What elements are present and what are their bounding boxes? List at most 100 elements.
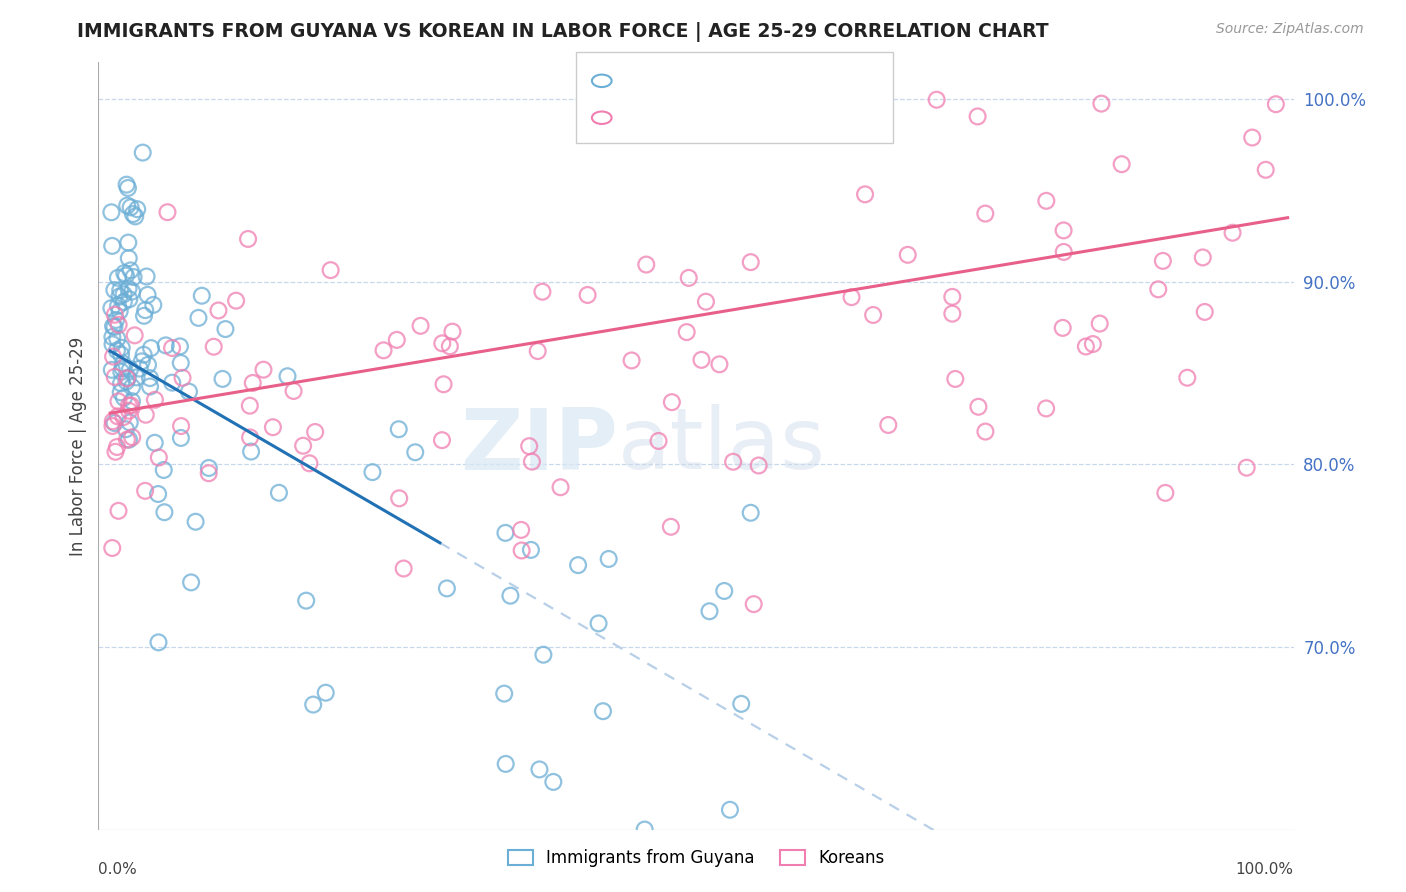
- Point: [634, 822, 657, 837]
- Point: [730, 697, 752, 711]
- Point: [105, 343, 128, 358]
- Point: [101, 350, 124, 364]
- Point: [197, 467, 219, 481]
- Point: [117, 181, 139, 195]
- Point: [740, 255, 762, 269]
- Point: [121, 394, 143, 409]
- Point: [494, 525, 516, 540]
- Point: [695, 294, 717, 309]
- Point: [862, 308, 884, 322]
- Point: [142, 298, 165, 312]
- Point: [432, 336, 454, 351]
- Point: [108, 304, 131, 318]
- Point: [100, 205, 122, 219]
- Point: [103, 320, 125, 334]
- Point: [112, 391, 135, 405]
- Point: [567, 558, 589, 573]
- Point: [108, 283, 131, 297]
- Point: [101, 337, 124, 351]
- Point: [718, 803, 741, 817]
- Point: [146, 487, 169, 501]
- Point: [439, 339, 461, 353]
- Text: 112: 112: [794, 72, 830, 90]
- Point: [315, 686, 337, 700]
- Text: Source: ZipAtlas.com: Source: ZipAtlas.com: [1216, 22, 1364, 37]
- Point: [713, 584, 735, 599]
- Point: [1081, 337, 1104, 351]
- Point: [132, 145, 155, 160]
- Point: [110, 385, 132, 400]
- Point: [588, 616, 610, 631]
- Point: [170, 419, 193, 434]
- Point: [191, 289, 214, 303]
- Point: [267, 485, 290, 500]
- Point: [361, 465, 384, 479]
- Point: [1088, 317, 1111, 331]
- Point: [177, 384, 200, 399]
- Point: [202, 340, 225, 354]
- Point: [100, 301, 122, 315]
- Point: [1241, 130, 1264, 145]
- Point: [775, 80, 797, 95]
- Text: N =: N =: [759, 109, 807, 127]
- Point: [104, 308, 127, 322]
- Point: [107, 504, 129, 518]
- Point: [392, 561, 415, 575]
- Point: [125, 370, 148, 384]
- Text: IMMIGRANTS FROM GUYANA VS KOREAN IN LABOR FORCE | AGE 25-29 CORRELATION CHART: IMMIGRANTS FROM GUYANA VS KOREAN IN LABO…: [77, 22, 1049, 42]
- Point: [1111, 157, 1133, 171]
- Point: [302, 698, 325, 712]
- Point: [148, 450, 170, 465]
- Point: [107, 409, 129, 424]
- Point: [240, 444, 263, 458]
- Point: [155, 338, 177, 352]
- Point: [101, 541, 124, 555]
- Point: [661, 395, 683, 409]
- Point: [111, 341, 134, 355]
- Point: [172, 371, 194, 385]
- Point: [118, 416, 141, 430]
- Point: [127, 202, 149, 217]
- Point: [132, 348, 155, 362]
- Point: [292, 439, 315, 453]
- Point: [1053, 244, 1076, 259]
- Point: [117, 282, 139, 296]
- Point: [1194, 305, 1216, 319]
- Point: [1074, 339, 1097, 353]
- Point: [699, 604, 721, 618]
- Point: [494, 687, 516, 701]
- Point: [647, 434, 669, 448]
- Point: [841, 290, 863, 304]
- Point: [152, 463, 174, 477]
- Point: [107, 270, 129, 285]
- Point: [510, 543, 533, 558]
- Point: [101, 414, 124, 428]
- Point: [103, 416, 125, 430]
- Point: [117, 235, 139, 250]
- Point: [943, 372, 966, 386]
- Point: [974, 206, 997, 220]
- Point: [120, 263, 142, 277]
- Point: [107, 394, 129, 409]
- Point: [105, 332, 128, 346]
- Point: [1236, 460, 1258, 475]
- Point: [156, 205, 179, 219]
- Point: [709, 357, 731, 371]
- Point: [520, 455, 543, 469]
- Point: [1254, 162, 1277, 177]
- Point: [388, 422, 411, 436]
- Text: ZIP: ZIP: [461, 404, 619, 488]
- Point: [118, 292, 141, 306]
- Point: [136, 358, 159, 372]
- Point: [404, 445, 426, 459]
- Point: [115, 268, 138, 283]
- Point: [659, 520, 682, 534]
- Point: [101, 239, 124, 253]
- Point: [1052, 321, 1074, 335]
- Point: [941, 307, 963, 321]
- Point: [121, 380, 143, 394]
- Point: [105, 440, 128, 454]
- Point: [1264, 97, 1286, 112]
- Point: [112, 266, 135, 280]
- Point: [143, 392, 166, 407]
